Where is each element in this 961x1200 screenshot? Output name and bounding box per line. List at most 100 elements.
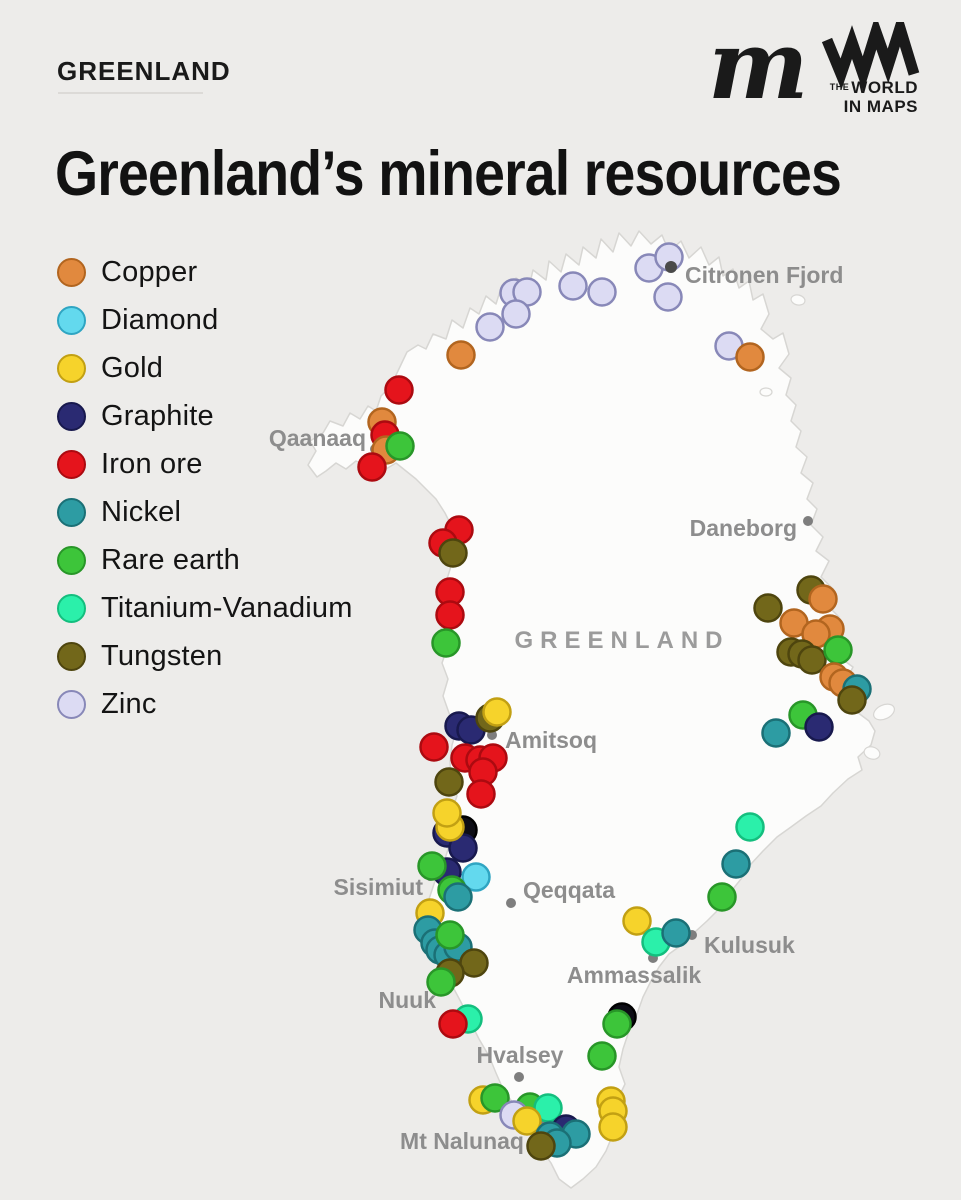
deposit-dot-rare [823, 635, 853, 665]
legend-item-label: Diamond [101, 303, 219, 336]
place-label-daneborg: Daneborg [690, 515, 797, 541]
deposit-dot-gold [598, 1112, 628, 1142]
deposit-dot-iron [438, 1009, 468, 1039]
nickel-legend-dot-icon [57, 497, 86, 527]
legend-item-label: Graphite [101, 399, 214, 432]
deposit-dot-gold [432, 798, 462, 828]
legend-item-iron: Iron ore [57, 440, 353, 488]
place-labels: Citronen Fjord Qaanaaq Daneborg Amitsoq Sisi… [269, 262, 844, 1154]
deposit-dot-iron [466, 779, 496, 809]
place-label-qaanaaq: Qaanaaq [269, 425, 366, 451]
deposit-dot-iron [384, 375, 414, 405]
deposit-dot-nickel [761, 718, 791, 748]
deposit-dot-tungsten [438, 538, 468, 568]
deposit-dot-iron [357, 452, 387, 482]
mineral-deposits [357, 242, 872, 1161]
deposit-dot-zinc [501, 299, 531, 329]
place-label-amitsoq: Amitsoq [505, 727, 597, 753]
deposit-dot-zinc [475, 312, 505, 342]
deposit-dot-nickel [661, 918, 691, 948]
brand-line-world: THE WORLD [830, 78, 918, 97]
rare-legend-dot-icon [57, 545, 86, 575]
deposit-dot-copper [446, 340, 476, 370]
legend-item-label: Gold [101, 351, 164, 384]
deposit-dot-rare [385, 431, 415, 461]
place-label-sisimiut: Sisimiut [334, 874, 424, 900]
deposit-dot-gold [512, 1106, 542, 1136]
brand-world: WORLD [851, 78, 918, 97]
deposit-dot-rare [602, 1009, 632, 1039]
deposit-dot-rare [587, 1041, 617, 1071]
deposit-dot-tungsten [434, 767, 464, 797]
place-label-hvalsey: Hvalsey [477, 1042, 564, 1068]
zinc-legend-dot-icon [57, 689, 86, 719]
deposit-dot-zinc [587, 277, 617, 307]
legend-item-label: Titanium-Vanadium [101, 591, 353, 624]
legend-item-copper: Copper [57, 248, 353, 296]
copper-legend-dot-icon [57, 257, 86, 287]
deposit-dot-tungsten [526, 1131, 556, 1161]
legend-item-label: Iron ore [101, 447, 203, 480]
region-underline [58, 92, 203, 94]
legend-item-label: Rare earth [101, 543, 241, 576]
deposit-dot-titanium [735, 812, 765, 842]
deposit-dot-tungsten [797, 645, 827, 675]
page-title: Greenland’s mineral resources [55, 139, 842, 209]
legend-item-diamond: Diamond [57, 296, 353, 344]
island-east-1 [873, 703, 895, 721]
legend-item-label: Copper [101, 255, 198, 288]
legend-item-zinc: Zinc [57, 680, 353, 728]
island-northeast-1 [790, 294, 806, 306]
legend-item-graphite: Graphite [57, 392, 353, 440]
brand-logos: m THE WORLD IN MAPS [706, 9, 941, 121]
map-country-label: GREENLAND [514, 627, 729, 654]
iron-legend-dot-icon [57, 449, 86, 479]
deposit-dot-graphite [448, 833, 478, 863]
deposit-dot-rare [417, 851, 447, 881]
place-label-ammassalik: Ammassalik [567, 962, 701, 988]
legend-item-tungsten: Tungsten [57, 632, 353, 680]
tungsten-legend-dot-icon [57, 641, 86, 671]
legend-item-label: Tungsten [101, 639, 223, 672]
diamond-legend-dot-icon [57, 305, 86, 335]
deposit-dot-diamond [461, 862, 491, 892]
place-dot-citronen-fjord [665, 261, 677, 273]
brand-the: THE [830, 82, 850, 92]
deposit-dot-nickel [443, 882, 473, 912]
place-label-qeqqata: Qeqqata [523, 877, 615, 903]
brand-line-in-maps: IN MAPS [844, 97, 918, 116]
deposit-dot-iron [435, 600, 465, 630]
deposit-dot-zinc [558, 271, 588, 301]
deposit-dot-rare [707, 882, 737, 912]
deposit-dot-rare [426, 967, 456, 997]
place-markers-above [665, 261, 677, 273]
legend-item-label: Nickel [101, 495, 182, 528]
deposit-dot-zinc [653, 282, 683, 312]
graphite-legend-dot-icon [57, 401, 86, 431]
brand-logos-svg: m THE WORLD IN MAPS [708, 9, 920, 121]
legend: Copper Diamond Gold Graphite Iron ore Nickel R… [57, 248, 353, 728]
deposit-dot-rare [480, 1083, 510, 1113]
place-label-nuuk: Nuuk [379, 987, 437, 1013]
world-in-maps-logo-mark [821, 9, 920, 92]
deposit-dot-iron [419, 732, 449, 762]
place-label-mt-nalunaq: Mt Nalunaq [400, 1128, 524, 1154]
place-dot-daneborg [803, 516, 813, 526]
maps-script-logo: m [708, 22, 809, 118]
titanium-legend-dot-icon [57, 593, 86, 623]
legend-item-titanium: Titanium-Vanadium [57, 584, 353, 632]
legend-item-rare: Rare earth [57, 536, 353, 584]
deposit-dot-graphite [804, 712, 834, 742]
deposit-dot-gold [482, 697, 512, 727]
region-label: GREENLAND [57, 56, 231, 86]
gold-legend-dot-icon [57, 353, 86, 383]
island-northeast-2 [759, 387, 773, 397]
place-label-citronen-fjord: Citronen Fjord [685, 262, 843, 288]
place-label-kulusuk: Kulusuk [704, 932, 795, 958]
deposit-dot-nickel [721, 849, 751, 879]
deposit-dot-rare [435, 920, 465, 950]
deposit-dot-copper [735, 342, 765, 372]
place-dot-hvalsey [514, 1072, 524, 1082]
